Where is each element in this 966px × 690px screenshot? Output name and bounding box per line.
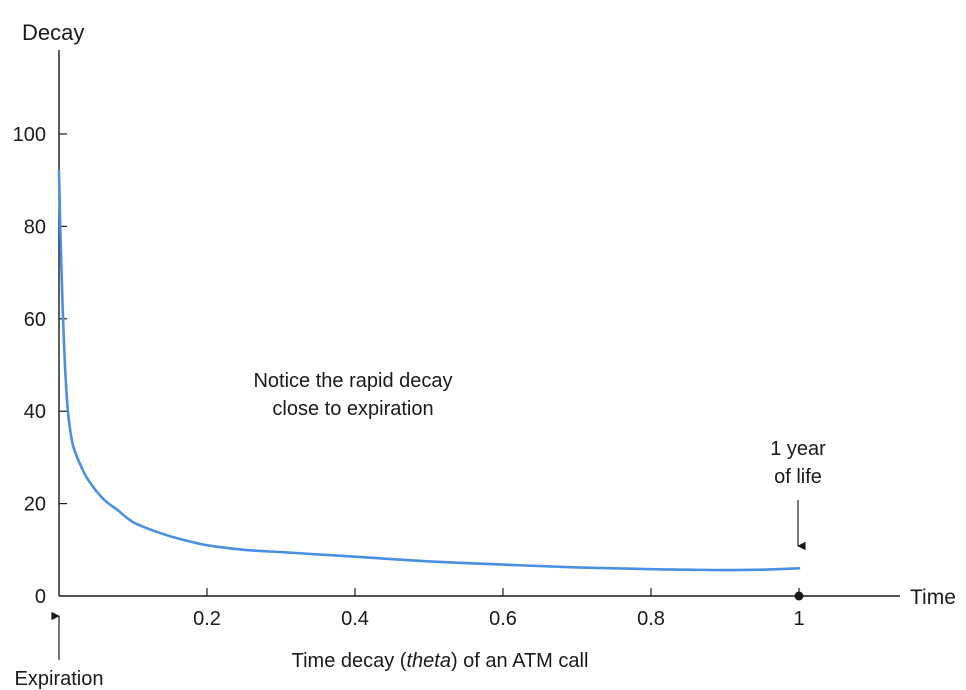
caption-part-1: Time decay ( — [292, 650, 407, 672]
y-tick-label: 60 — [24, 309, 46, 331]
y-tick-label: 80 — [24, 216, 46, 238]
caption-part-3: ) of an ATM call — [451, 650, 588, 672]
y-axis-ticks: 0 20 40 60 80 100 — [13, 124, 67, 608]
one-year-label-line-2: of life — [774, 466, 822, 488]
x-tick-label: 0.2 — [193, 608, 221, 630]
y-axis-label: Decay — [22, 20, 84, 45]
x-tick-label: 0.4 — [341, 608, 369, 630]
x-axis-label: Time — [910, 586, 956, 609]
note-line-1: Notice the rapid decay — [253, 370, 452, 392]
y-tick-label: 20 — [24, 494, 46, 516]
y-tick-label: 100 — [13, 124, 46, 146]
chart-caption: Time decay (theta) of an ATM call — [292, 650, 589, 672]
x-tick-label: 0.6 — [489, 608, 517, 630]
note-line-2: close to expiration — [272, 398, 433, 420]
one-year-label-line-1: 1 year — [770, 438, 826, 460]
x-axis-ticks: 0.2 0.4 0.6 0.8 1 — [193, 588, 805, 630]
caption-theta: theta — [406, 650, 450, 672]
x-tick-label: 1 — [793, 608, 804, 630]
y-tick-label: 40 — [24, 401, 46, 423]
decay-curve-line — [57, 169, 801, 572]
expiration-label: Expiration — [15, 668, 104, 690]
y-tick-label: 0 — [35, 586, 46, 608]
x-tick-label: 0.8 — [637, 608, 665, 630]
one-year-point — [794, 591, 804, 601]
